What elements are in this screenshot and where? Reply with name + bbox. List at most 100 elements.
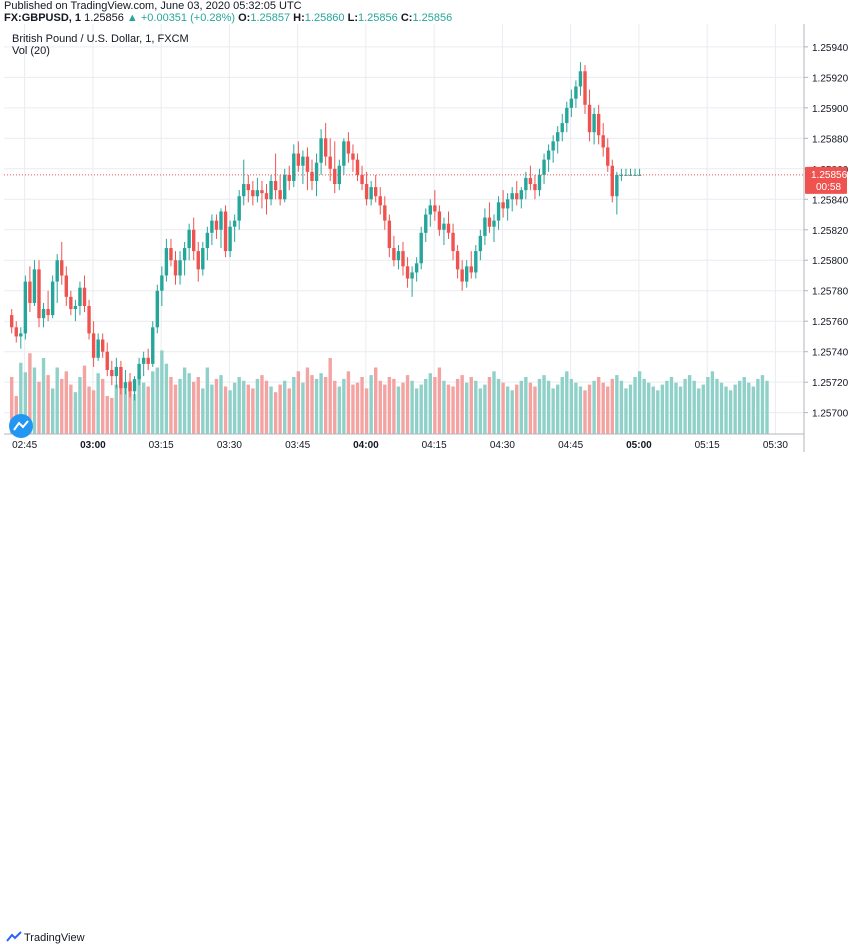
volume-bar [692,380,696,434]
volume-bar [23,372,28,434]
ohlc-readout: FX:GBPUSD, 1 1.25856 ▲ +0.00351 (+0.28%)… [4,12,452,24]
candle-body [451,232,455,252]
candle-body [160,275,164,291]
volume-bar [587,384,592,434]
volume-bar [114,384,119,434]
candle-body [32,269,37,303]
candle-body [546,150,551,160]
volume-bar [369,375,373,434]
candlestick-chart[interactable]: 1.259401.259201.259001.258801.258601.258… [4,24,848,462]
candle-body [442,223,446,230]
candle-body [465,266,469,282]
candle-body [433,205,437,212]
price-tick-label: 1.25940 [812,43,848,54]
candle-body [173,260,178,276]
volume-bar [146,386,150,434]
price-tick-label: 1.25820 [812,226,848,237]
volume-bar [64,371,68,434]
candle-body [537,174,542,191]
volume-bar [542,375,546,434]
candle-body [565,107,569,124]
volume-bar [719,382,724,434]
volume-bar [169,377,173,434]
candle-body [337,165,341,185]
volume-bar [91,390,96,434]
grid-lines [4,24,804,434]
volume-bar [760,375,765,434]
volume-bar [574,382,578,434]
volume-bar [669,377,674,434]
volume-bar [578,386,583,434]
candle-body [419,232,423,264]
candle-body [314,162,319,181]
candle-body [28,281,32,303]
candle-body [351,153,355,160]
time-tick-label: 04:00 [353,440,379,451]
candle-body [41,309,46,319]
volume-bar [487,377,492,434]
time-axis[interactable]: 02:45 03:00 03:15 03:30 03:45 04:00 04:15 04:30… [4,433,804,451]
volume-bar [756,378,760,434]
volume-bar [323,377,328,434]
volume-bar [683,378,687,434]
volume-bar [32,367,37,434]
candle-body [455,251,460,270]
candle-body [596,113,601,136]
candle-body [460,269,464,282]
volume-bar [319,373,323,434]
volume-bar [410,380,414,434]
volume-bar [137,375,141,434]
candle-body [301,156,305,166]
volume-bar [446,384,451,434]
volume-bar [738,380,742,434]
volume-bar [242,380,246,434]
candle-body [128,382,132,392]
candle-body [164,248,169,276]
candle-body [483,217,487,236]
open-label: O: [238,12,251,24]
high-value: 1.25860 [304,12,345,24]
volume-bar [255,378,260,434]
candle-body [569,98,574,108]
time-tick-label: 05:00 [626,440,652,451]
candle-body [296,153,301,166]
candle-body [519,190,523,200]
time-tick-label: 03:15 [149,440,174,451]
candle-body [474,251,478,273]
price-axis[interactable]: 1.259401.259201.259001.258801.258601.258… [803,24,848,452]
volume-bar [660,384,665,434]
candle-body [606,147,610,166]
volume-bar [82,365,87,434]
candle-body [50,281,55,316]
volume-bar [46,375,50,434]
volume-bar [469,377,473,434]
footer: TradingView [0,462,852,944]
volume-bar [715,378,719,434]
candle-body [182,248,187,261]
candle-body [360,174,364,185]
volume-bar [69,384,73,434]
candle-body [587,104,592,133]
watermark-icon [9,414,33,438]
candle-body [342,141,346,166]
time-tick-label: 05:30 [763,440,788,451]
volume-bar [314,378,319,434]
candle-body [55,260,59,282]
candle-body [396,251,401,261]
candle-body [637,174,642,176]
volume-bar [728,390,733,434]
volume-bar [528,382,533,434]
volume-bar [674,382,678,434]
candle-body [528,177,533,185]
volume-bar [201,388,205,434]
candle-body [101,339,105,352]
volume-bar [105,396,109,434]
candle-body [105,351,109,370]
candle-body [533,184,537,191]
time-tick-label: 02:45 [12,440,37,451]
volume-bar [665,380,669,434]
time-tick-label: 03:30 [217,440,242,451]
volume-bar [424,378,428,434]
volume-bar [383,384,387,434]
volume-bar [187,373,191,434]
